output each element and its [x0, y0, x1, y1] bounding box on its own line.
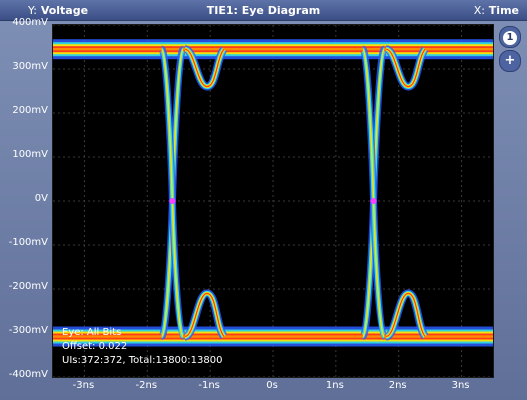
y-axis-label: Y: Voltage	[28, 4, 89, 17]
x-tick-label: -2ns	[135, 380, 158, 391]
y-tick-label: 0V	[34, 193, 48, 204]
y-tick-label: -100mV	[8, 237, 48, 248]
x-tick-label: 3ns	[451, 380, 470, 391]
y-tick-label: 200mV	[12, 105, 48, 116]
ringing-core	[184, 48, 225, 88]
plus-icon: +	[504, 53, 516, 68]
eye-offset-line: Offset: 0.022	[62, 341, 128, 352]
ringing-core	[385, 292, 426, 338]
title-bar: Y: Voltage TIE1: Eye Diagram X: Time	[0, 0, 527, 21]
y-tick-label: -400mV	[8, 369, 48, 380]
info-icon: 1	[503, 31, 517, 45]
low-level-band-layer-4	[53, 335, 493, 338]
eye-info-readout: Eye: All Bits Offset: 0.022 UIs:372:372,…	[62, 326, 222, 368]
eye-ui-count-line: UIs:372:372, Total:13800:13800	[62, 355, 223, 366]
x-tick-label: 1ns	[325, 380, 344, 391]
crossing-marker	[370, 198, 377, 204]
crossing-marker	[169, 198, 176, 204]
x-axis-label: X: Time	[473, 4, 519, 17]
eye-info-line: Eye: All Bits	[62, 327, 122, 338]
ringing-core	[184, 292, 225, 338]
plot-title: TIE1: Eye Diagram	[206, 4, 321, 17]
y-tick-label: 400mV	[12, 17, 48, 28]
y-tick-label: 100mV	[12, 149, 48, 160]
ringing-core	[385, 48, 426, 88]
info-button[interactable]: 1	[499, 26, 521, 48]
x-tick-label: -3ns	[72, 380, 95, 391]
side-toolbar: 1 +	[495, 22, 525, 76]
x-tick-label: 0s	[266, 380, 278, 391]
y-tick-label: -200mV	[8, 281, 48, 292]
x-tick-label: -1ns	[198, 380, 220, 391]
high-level-band-layer-4	[53, 48, 493, 51]
y-tick-label: -300mV	[8, 325, 48, 336]
add-plot-button[interactable]: +	[499, 50, 521, 72]
x-tick-label: 2ns	[388, 380, 407, 391]
plot-area[interactable]	[52, 24, 494, 378]
eye-diagram-plot[interactable]	[53, 25, 493, 377]
y-tick-label: 300mV	[12, 61, 48, 72]
